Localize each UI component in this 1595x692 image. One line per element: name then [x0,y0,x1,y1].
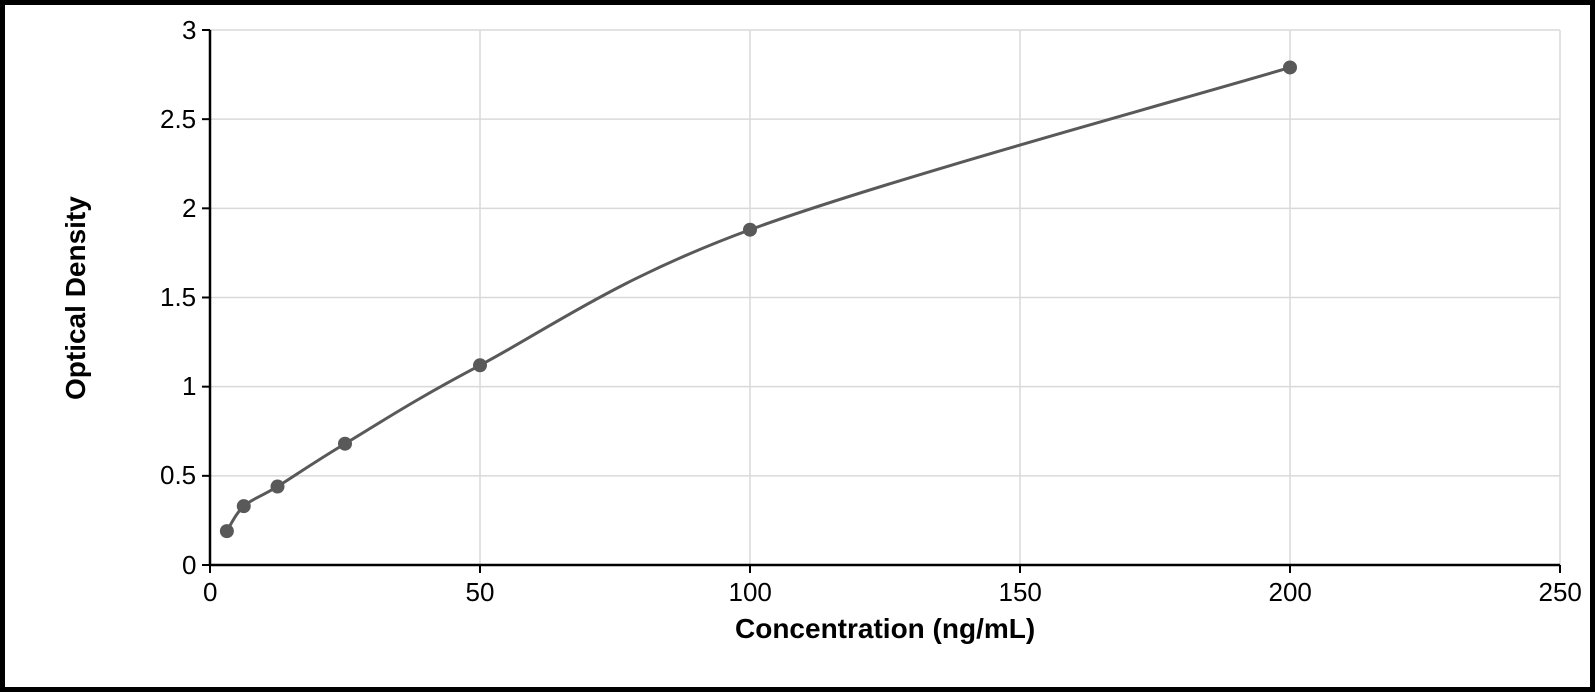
tick-label: 150 [999,577,1042,608]
tick-label: 3 [182,15,196,46]
tick-label: 50 [466,577,495,608]
tick-label: 250 [1539,577,1582,608]
tick-label: 200 [1269,577,1312,608]
tick-label: 0 [182,550,196,581]
tick-label: 2.5 [160,104,196,135]
tick-label: 0.5 [160,460,196,491]
chart-container: Optical Density Concentration (ng/mL) 0 5… [0,0,1595,692]
tick-label: 0 [203,577,217,608]
tick-label: 100 [729,577,772,608]
tick-label: 1.5 [160,282,196,313]
chart-svg [5,5,1590,687]
tick-label: 2 [182,193,196,224]
chart-plot: Optical Density Concentration (ng/mL) 0 5… [5,5,1590,687]
tick-label: 1 [182,371,196,402]
x-axis-label: Concentration (ng/mL) [735,613,1035,645]
y-axis-label: Optical Density [60,196,92,400]
